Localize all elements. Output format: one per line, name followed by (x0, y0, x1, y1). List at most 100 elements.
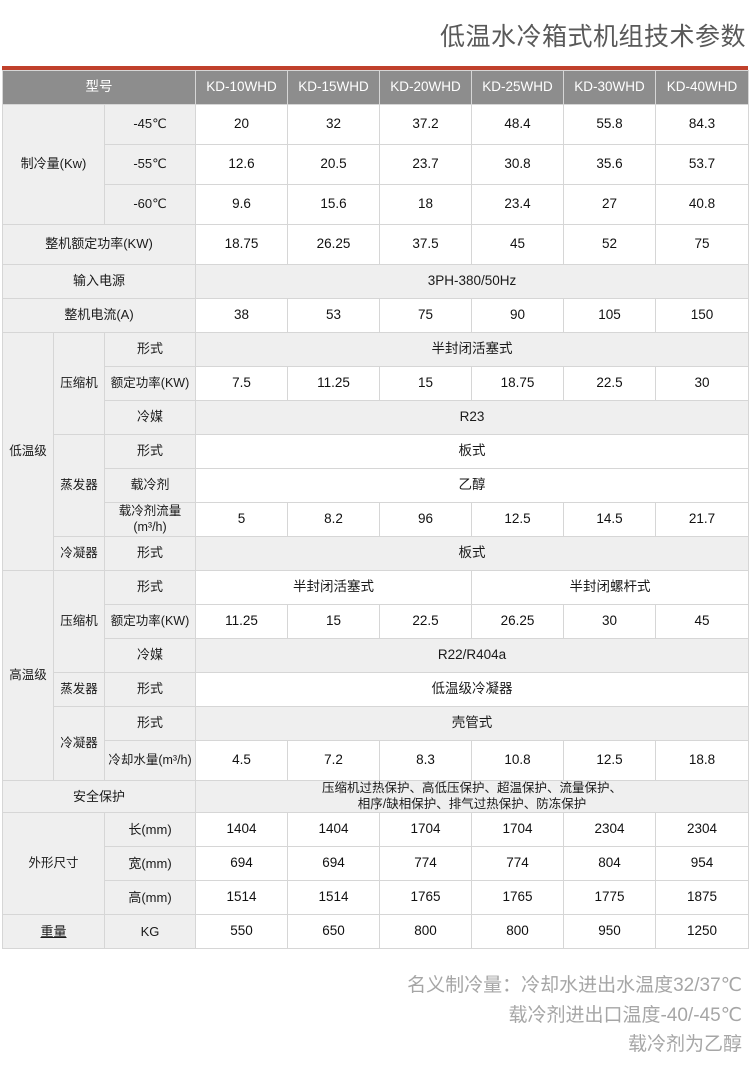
cell-weight-2: 800 (379, 914, 473, 950)
cell-cooling-55-3: 30.8 (471, 144, 565, 185)
table-row: 高(mm) 1514 1514 1765 1765 1775 1875 (3, 880, 750, 916)
cell-high-comp-power-4: 30 (563, 604, 657, 639)
table-row: 高温级 压缩机 形式 半封闭活塞式 半封闭螺杆式 (2, 570, 750, 781)
table-row: 重量 KG 550 650 800 800 950 1250 (2, 914, 750, 950)
table-row: 外形尺寸 长(mm) 1404 1404 1704 1704 2304 2304 (2, 812, 750, 916)
table-row: 宽(mm) 694 694 774 774 804 954 (3, 846, 750, 882)
cell-low-comp-power-0: 7.5 (195, 366, 289, 401)
cell-cooling-55-5: 53.7 (655, 144, 750, 185)
cell-height-4: 1775 (563, 880, 657, 916)
label-dimension-height: 高(mm) (103, 880, 197, 916)
cell-low-cond-type-value: 板式 (195, 536, 750, 571)
label-safety: 安全保护 (1, 779, 197, 814)
cell-low-coolant-value: 乙醇 (195, 468, 750, 503)
cell-low-comp-power-1: 11.25 (287, 366, 381, 401)
label-input-power: 输入电源 (1, 264, 197, 299)
label-low-condenser: 冷凝器 (53, 536, 105, 571)
cell-length-5: 2304 (655, 812, 750, 848)
cell-high-comp-type-right: 半封闭螺杆式 (471, 570, 750, 605)
label-dimension-width: 宽(mm) (103, 846, 197, 882)
cell-width-4: 804 (563, 846, 657, 882)
table-header-row: 型号 KD-10WHD KD-15WHD KD-20WHD KD-25WHD K… (1, 70, 750, 105)
cell-height-0: 1514 (195, 880, 289, 916)
footnote-line-3: 载冷剂为乙醇 (627, 1034, 742, 1056)
cell-low-coolant-flow-5: 21.7 (655, 502, 750, 537)
cell-rated-power-2: 37.5 (379, 224, 473, 265)
cell-rated-power-0: 18.75 (195, 224, 289, 265)
footnote: 名义制冷量：冷却水进出水温度32/37℃ 载冷剂进出口温度-40/-45℃ 载冷… (0, 971, 750, 1059)
cell-length-4: 2304 (563, 812, 657, 848)
cell-width-5: 954 (655, 846, 750, 882)
label-low-coolant-flow: 载冷剂流量(m³/h) (103, 502, 197, 537)
label-high-comp-power: 额定功率(KW) (103, 604, 197, 639)
label-dimension-length: 长(mm) (103, 812, 197, 848)
cell-low-comp-power-3: 18.75 (471, 366, 565, 401)
header-model-4: KD-30WHD (563, 70, 657, 105)
cell-length-0: 1404 (195, 812, 289, 848)
cell-cooling-60-2: 18 (379, 184, 473, 225)
cell-cooling-45-2: 37.2 (379, 104, 473, 145)
table-row: 冷凝器 形式 壳管式 (3, 706, 750, 781)
label-rated-power: 整机额定功率(KW) (1, 224, 197, 265)
cell-cooling-60-5: 40.8 (655, 184, 750, 225)
cell-width-2: 774 (379, 846, 473, 882)
table-row: 蒸发器 形式 低温级冷凝器 (3, 672, 750, 707)
cell-current-1: 53 (287, 298, 381, 333)
cell-cooling-55-2: 23.7 (379, 144, 473, 185)
cell-high-comp-power-2: 22.5 (379, 604, 473, 639)
table-row: 冷却水量(m³/h) 4.5 7.2 8.3 10.8 12.5 18.8 (3, 740, 750, 781)
cell-width-1: 694 (287, 846, 381, 882)
cell-rated-power-1: 26.25 (287, 224, 381, 265)
cell-length-2: 1704 (379, 812, 473, 848)
cell-high-comp-power-5: 45 (655, 604, 750, 639)
cell-current-0: 38 (195, 298, 289, 333)
label-low-refrigerant: 冷媒 (103, 400, 197, 435)
cell-cooling-water-2: 8.3 (379, 740, 473, 781)
cell-width-3: 774 (471, 846, 565, 882)
cell-weight-0: 550 (195, 914, 289, 950)
label-high-comp-type: 形式 (103, 570, 197, 605)
cell-cooling-60-3: 23.4 (471, 184, 565, 225)
cell-weight-1: 650 (287, 914, 381, 950)
label-low-evap-type: 形式 (103, 434, 197, 469)
label-high-cond-type: 形式 (103, 706, 197, 741)
cell-low-coolant-flow-1: 8.2 (287, 502, 381, 537)
label-high-refrigerant: 冷媒 (103, 638, 197, 673)
cell-low-coolant-flow-4: 14.5 (563, 502, 657, 537)
label-high-cooling-water: 冷却水量(m³/h) (103, 740, 197, 781)
cell-rated-power-4: 52 (563, 224, 657, 265)
table-row: 整机电流(A) 38 53 75 90 105 150 (1, 298, 750, 333)
spec-table: 型号 KD-10WHD KD-15WHD KD-20WHD KD-25WHD K… (1, 70, 750, 950)
cell-weight-4: 950 (563, 914, 657, 950)
cell-high-comp-power-1: 15 (287, 604, 381, 639)
table-row: 载冷剂流量(m³/h) 5 8.2 96 12.5 14.5 21.7 (3, 502, 750, 537)
label-high-compressor: 压缩机 (53, 570, 105, 673)
cell-weight-5: 1250 (655, 914, 750, 950)
cell-length-1: 1404 (287, 812, 381, 848)
table-row: -55℃ 12.6 20.5 23.7 30.8 35.6 53.7 (3, 144, 750, 185)
cell-cooling-55-0: 12.6 (195, 144, 289, 185)
cell-cooling-60-1: 15.6 (287, 184, 381, 225)
cell-low-refrigerant-value: R23 (195, 400, 750, 435)
header-model-3: KD-25WHD (471, 70, 565, 105)
cell-rated-power-3: 45 (471, 224, 565, 265)
table-row: 低温级 压缩机 形式 半封闭活塞式 (2, 332, 750, 571)
cell-height-3: 1765 (471, 880, 565, 916)
cell-width-0: 694 (195, 846, 289, 882)
cell-cooling-water-3: 10.8 (471, 740, 565, 781)
table-row: 蒸发器 形式 板式 (3, 434, 750, 537)
cell-cooling-45-0: 20 (195, 104, 289, 145)
label-temp-60: -60℃ (103, 184, 197, 225)
cell-length-3: 1704 (471, 812, 565, 848)
cell-rated-power-5: 75 (655, 224, 750, 265)
table-row: 冷凝器 形式 板式 (3, 536, 750, 571)
cell-current-3: 90 (471, 298, 565, 333)
cell-low-coolant-flow-2: 96 (379, 502, 473, 537)
cell-cooling-water-0: 4.5 (195, 740, 289, 781)
cell-high-refrigerant-value: R22/R404a (195, 638, 750, 673)
cell-current-4: 105 (563, 298, 657, 333)
table-row: 输入电源 3PH-380/50Hz (1, 264, 750, 299)
cell-high-evap-type-value: 低温级冷凝器 (195, 672, 750, 707)
header-model-label: 型号 (1, 70, 197, 105)
